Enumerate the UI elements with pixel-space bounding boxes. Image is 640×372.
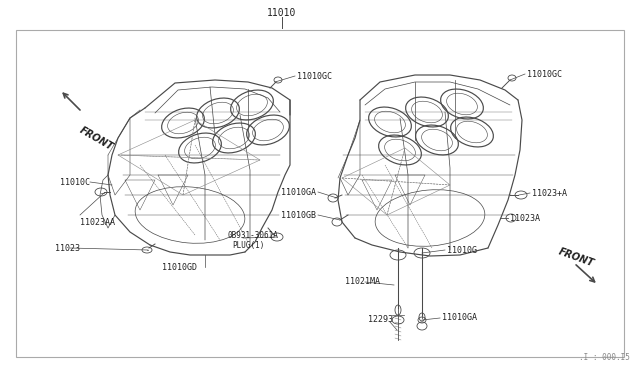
- Text: 11010GD: 11010GD: [162, 263, 197, 273]
- Text: 11010GA: 11010GA: [442, 314, 477, 323]
- Text: 11010C: 11010C: [60, 177, 90, 186]
- Text: 0B931-3061A: 0B931-3061A: [228, 231, 279, 240]
- Text: FRONT: FRONT: [557, 247, 595, 269]
- Text: 11010: 11010: [267, 8, 296, 18]
- Text: 11023: 11023: [55, 244, 80, 253]
- Text: 11010GC: 11010GC: [297, 71, 332, 80]
- Text: 11010GA: 11010GA: [281, 187, 316, 196]
- Text: 12293: 12293: [368, 315, 393, 324]
- Text: .I : 000.I5: .I : 000.I5: [579, 353, 630, 362]
- Text: FRONT: FRONT: [78, 125, 115, 152]
- Text: 11010G: 11010G: [447, 246, 477, 254]
- Bar: [16, 30, 624, 357]
- Text: 11021MA: 11021MA: [345, 278, 380, 286]
- Text: PLUG(1): PLUG(1): [232, 241, 264, 250]
- Text: 11023+A: 11023+A: [532, 189, 567, 198]
- Text: 11010GC: 11010GC: [527, 70, 562, 78]
- Text: 11010GB: 11010GB: [281, 211, 316, 219]
- Text: 11023A: 11023A: [510, 214, 540, 222]
- Text: 11023AA: 11023AA: [80, 218, 115, 227]
